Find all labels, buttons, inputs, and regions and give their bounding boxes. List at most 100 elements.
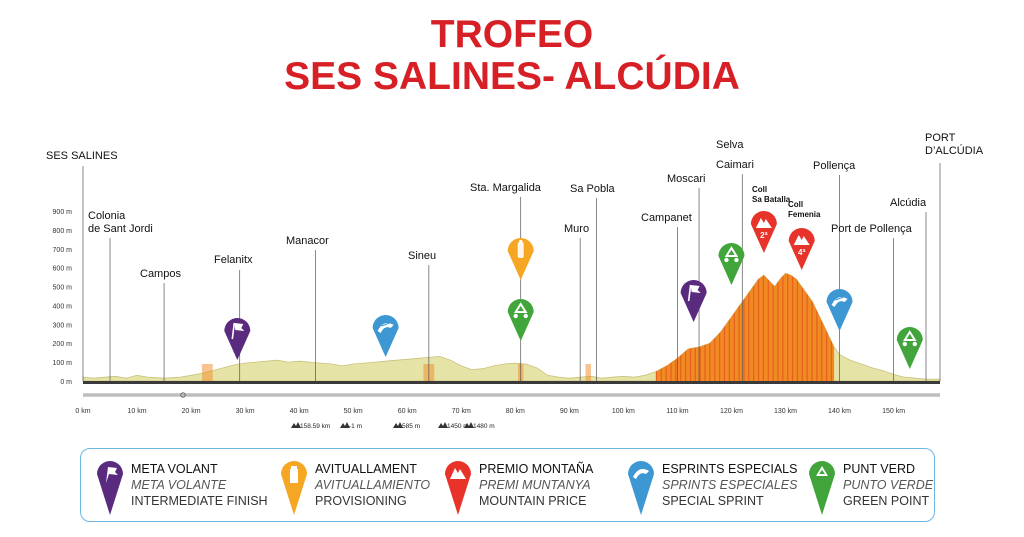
pin-shape	[896, 327, 923, 369]
place-label: Coll	[752, 185, 767, 194]
y-tick-label: 600 m	[53, 266, 73, 273]
meta-volant-icon	[97, 461, 123, 515]
x-tick-label: 110 km	[666, 408, 689, 415]
avituallament-marker-icon	[507, 237, 534, 280]
flag-shape	[690, 285, 701, 293]
recycle-dot	[912, 341, 917, 347]
climb-stripe	[796, 273, 799, 381]
x-tick-label: 80 km	[506, 408, 525, 415]
punt-verde-marker-icon	[507, 298, 534, 341]
x-tick-label: 130 km	[774, 408, 797, 415]
x-tick-label: 70 km	[452, 408, 471, 415]
pin-glyph	[290, 466, 298, 483]
place-label: SES SALINES	[46, 150, 118, 162]
legend-label-es: META VOLANTE	[131, 478, 227, 492]
climb-stripe	[743, 273, 745, 381]
pin-glyph	[816, 466, 828, 476]
summary-value: 1450 m	[447, 423, 469, 430]
mountain-icon	[340, 422, 350, 428]
place-muro: Muro	[564, 223, 589, 381]
pin-glyph	[106, 467, 118, 483]
climb-stripe	[767, 273, 769, 381]
mountain-icon	[393, 422, 403, 428]
mountain-icon	[464, 422, 474, 428]
flag-pole	[687, 284, 692, 302]
x-tick-label: 40 km	[290, 408, 309, 415]
x-tick-label: 50 km	[344, 408, 363, 415]
climb-stripe	[816, 273, 818, 381]
climb-stripe	[787, 273, 789, 381]
recycle-dot	[734, 257, 739, 263]
climb-stripe	[806, 273, 808, 381]
pin-glyph	[450, 468, 466, 479]
pin-shape	[445, 461, 471, 515]
place-label: Moscari	[667, 173, 706, 185]
climb-stripe	[772, 273, 774, 381]
climb-stripe	[655, 273, 658, 381]
pin-shape	[788, 228, 815, 270]
place-felanitx: Felanitx	[214, 254, 253, 381]
legend-label-es: AVITUALLAMIENTO	[315, 478, 431, 492]
climb-stripe	[801, 273, 803, 381]
place-sta-margalida: Sta. Margalida	[470, 182, 542, 381]
premio-montana-marker-icon: 4ª	[788, 228, 815, 270]
mountain-icon	[291, 422, 301, 428]
legend-label-es: SPRINTS ESPECIALES	[662, 478, 798, 492]
category-label: 2ª	[760, 231, 767, 240]
recycle-dot	[902, 341, 907, 347]
place-label: Sineu	[408, 250, 436, 262]
bottle-shape	[517, 242, 524, 258]
sprint-line	[835, 296, 844, 301]
mountain-icon	[438, 422, 448, 428]
race-title-line1: TROFEO	[430, 13, 594, 56]
pin-shape	[281, 461, 307, 515]
mountain-shape	[755, 218, 772, 228]
pin-glyph	[633, 469, 649, 479]
punt-verde-marker-icon	[718, 243, 745, 285]
summary-value: 158.59 km	[300, 423, 330, 430]
legend-label-en: INTERMEDIATE FINISH	[131, 494, 268, 508]
place-label: Campanet	[641, 212, 692, 224]
recycle-shape	[513, 302, 528, 313]
legend-label-en: MOUNTAIN PRICE	[479, 494, 587, 508]
place-ses-salines: SES SALINES	[46, 150, 118, 381]
place-label: D’ALCÚDIA	[925, 144, 984, 157]
profile-accent	[585, 364, 591, 381]
premio-montana-icon	[445, 461, 471, 515]
x-tick-label: 0 km	[75, 408, 90, 415]
legend-label-es: PUNTO VERDE	[843, 478, 934, 492]
pin-shape	[750, 211, 777, 253]
summary-value: -1 m	[349, 423, 362, 430]
place-label: Colonia	[88, 210, 126, 222]
x-tick-label: 150 km	[882, 408, 905, 415]
recycle-dot	[724, 257, 729, 263]
place-label: Pollença	[813, 160, 856, 172]
profile-accent	[201, 364, 213, 381]
y-tick-label: 200 m	[53, 341, 73, 348]
place-label: PORT	[925, 132, 956, 144]
legend-label-en: SPECIAL SPRINT	[662, 494, 764, 508]
recycle-dot	[513, 313, 518, 319]
climb-stripe	[723, 273, 726, 381]
pin-shape	[224, 318, 251, 360]
x-tick-label: 30 km	[236, 408, 255, 415]
climb-stripe	[719, 273, 721, 381]
recycle-shape	[902, 330, 917, 341]
place-selva: Selva	[716, 139, 744, 151]
route-markers: 2ª 4ª	[224, 211, 923, 369]
place-label: Sta. Margalida	[470, 182, 542, 194]
place-sineu: Sineu	[408, 250, 436, 381]
y-tick-label: 300 m	[53, 322, 73, 329]
legend-label: AVITUALLAMENT	[315, 462, 417, 476]
place-label: Felanitx	[214, 254, 253, 266]
x-tick-label: 20 km	[182, 408, 201, 415]
meta-volant-marker-icon	[224, 318, 251, 360]
legend-label: PREMIO MONTAÑA	[479, 462, 594, 476]
elevation-profile-chart: 0 m 100 m 200 m 300 m 400 m 500 m 600 m 700 m 80…	[46, 132, 984, 430]
y-tick-label: 400 m	[53, 303, 73, 310]
esprints-icon	[628, 461, 654, 515]
pin-shape	[718, 243, 745, 285]
